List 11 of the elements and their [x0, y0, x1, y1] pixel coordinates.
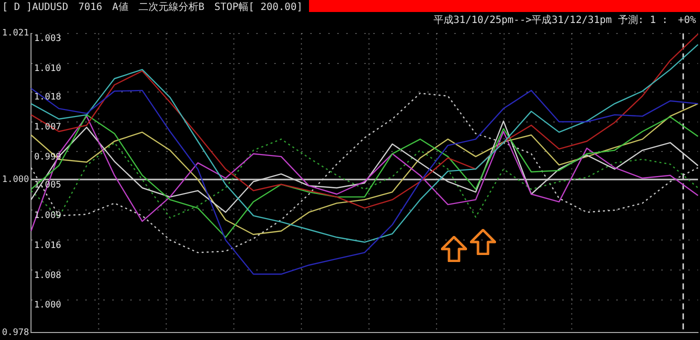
- chart-subtitle: 平成31/10/25pm-->平成31/12/31pm 予測: 1 : +0%: [433, 14, 696, 27]
- chart-title: [ D ]AUDUSD 7016 A値 二次元線分析B STOP幅[ 200.00]: [1, 0, 304, 14]
- y-tick-label: 0.978: [2, 328, 30, 338]
- line-series: [30, 138, 699, 218]
- annotation: 1.010: [34, 64, 62, 74]
- y-tick-label: 1.000: [2, 174, 30, 185]
- y-tick-label: 1.021: [2, 28, 30, 39]
- annotation: 1.016: [34, 240, 62, 251]
- annotation: 1.003: [34, 34, 62, 44]
- annotation: 1.008: [34, 270, 62, 281]
- annotation: 1.000: [34, 300, 62, 311]
